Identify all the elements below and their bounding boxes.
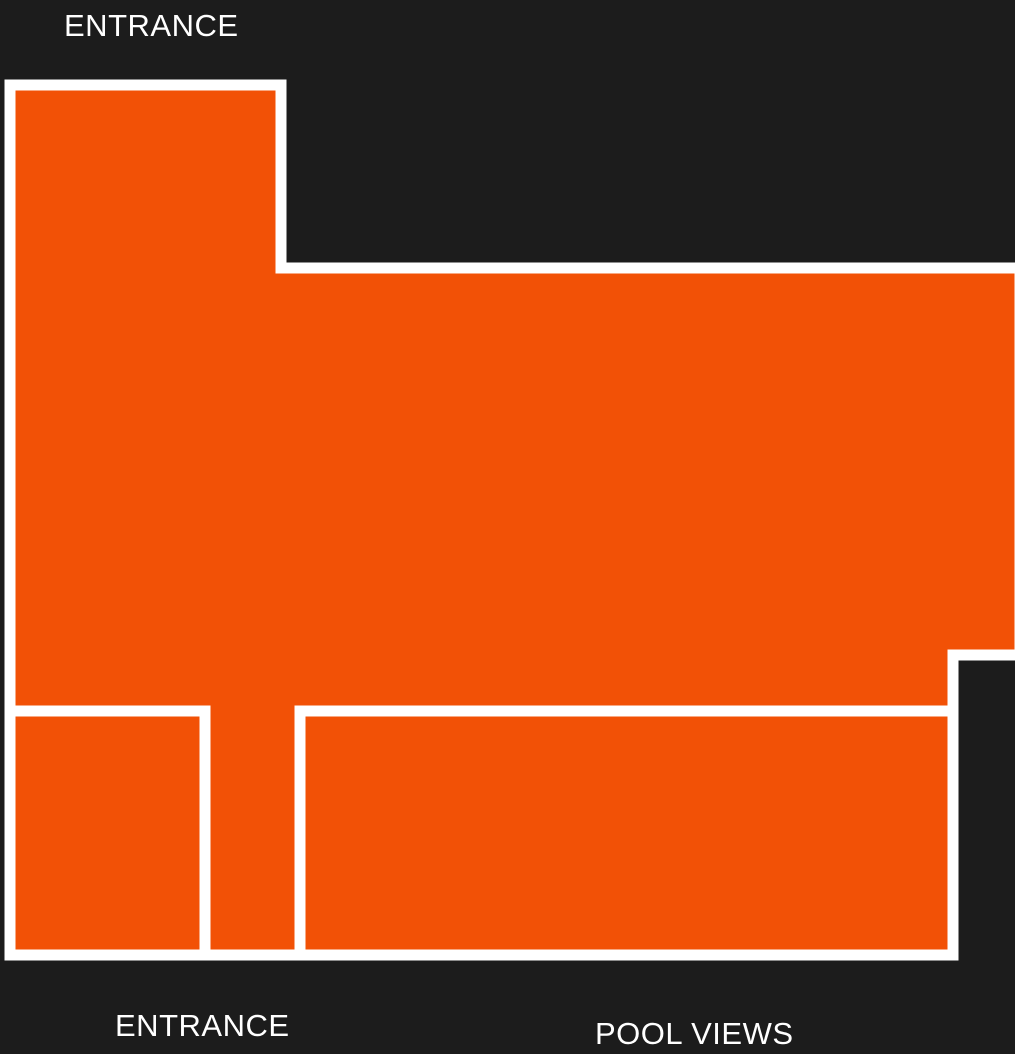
pool-views-label: POOL VIEWS	[595, 1016, 794, 1051]
entrance-top-label: ENTRANCE	[64, 8, 239, 43]
bottom-left-room	[4, 705, 211, 961]
bottom-right-room	[294, 705, 959, 961]
entrance-bottom-label: ENTRANCE	[115, 1008, 290, 1043]
